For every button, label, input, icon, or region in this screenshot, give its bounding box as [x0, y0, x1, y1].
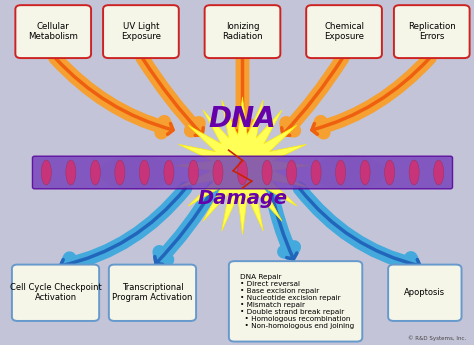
Ellipse shape [115, 160, 125, 185]
Text: Damage: Damage [198, 189, 288, 208]
Ellipse shape [164, 160, 174, 185]
FancyBboxPatch shape [15, 5, 91, 58]
Ellipse shape [66, 160, 76, 185]
Text: Cellular
Metabolism: Cellular Metabolism [28, 22, 78, 41]
Ellipse shape [336, 160, 346, 185]
Ellipse shape [91, 160, 100, 185]
Ellipse shape [213, 160, 223, 185]
Ellipse shape [41, 160, 51, 185]
Ellipse shape [312, 155, 386, 190]
Text: DNA: DNA [209, 105, 276, 133]
Ellipse shape [384, 160, 395, 185]
FancyBboxPatch shape [32, 156, 453, 189]
FancyBboxPatch shape [205, 5, 280, 58]
Text: Ionizing
Radiation: Ionizing Radiation [222, 22, 263, 41]
FancyBboxPatch shape [229, 261, 362, 342]
FancyBboxPatch shape [12, 265, 99, 321]
Polygon shape [175, 97, 310, 234]
Ellipse shape [360, 160, 370, 185]
Ellipse shape [311, 160, 321, 185]
Text: UV Light
Exposure: UV Light Exposure [121, 22, 161, 41]
Ellipse shape [409, 160, 419, 185]
Ellipse shape [237, 160, 247, 185]
Text: © R&D Systems, Inc.: © R&D Systems, Inc. [408, 335, 466, 341]
FancyBboxPatch shape [388, 265, 462, 321]
Ellipse shape [100, 155, 173, 190]
Ellipse shape [286, 160, 297, 185]
Text: Replication
Errors: Replication Errors [408, 22, 456, 41]
Text: Chemical
Exposure: Chemical Exposure [324, 22, 364, 41]
Text: Transcriptional
Program Activation: Transcriptional Program Activation [112, 283, 192, 303]
Text: Apoptosis: Apoptosis [404, 288, 446, 297]
FancyBboxPatch shape [394, 5, 470, 58]
Ellipse shape [139, 160, 149, 185]
FancyBboxPatch shape [306, 5, 382, 58]
Text: Cell Cycle Checkpoint
Activation: Cell Cycle Checkpoint Activation [9, 283, 101, 303]
Text: DNA Repair
• Direct reversal
• Base excision repair
• Nucleotide excision repair: DNA Repair • Direct reversal • Base exci… [240, 274, 354, 329]
Ellipse shape [262, 160, 272, 185]
FancyBboxPatch shape [109, 265, 196, 321]
FancyBboxPatch shape [103, 5, 179, 58]
Ellipse shape [434, 160, 444, 185]
Ellipse shape [188, 160, 199, 185]
